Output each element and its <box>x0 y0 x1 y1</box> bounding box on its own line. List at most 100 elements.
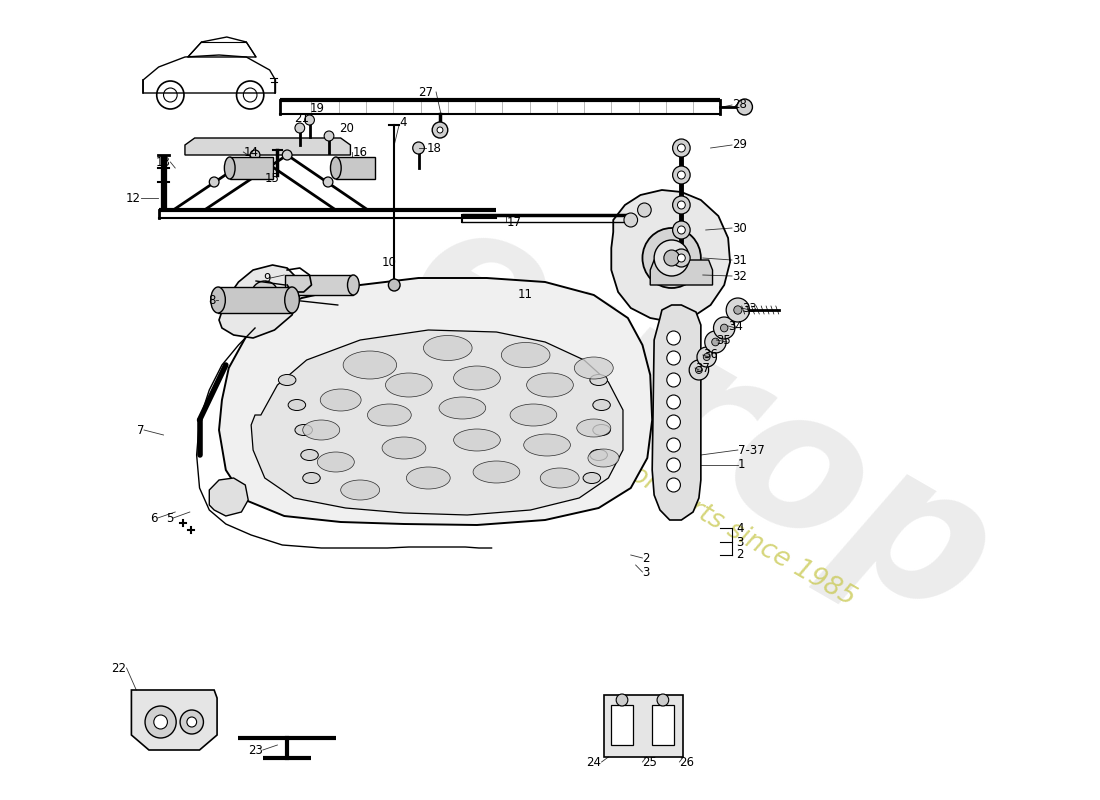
Text: 7: 7 <box>136 423 144 437</box>
Circle shape <box>250 150 260 160</box>
Text: 12: 12 <box>126 191 141 205</box>
Ellipse shape <box>502 342 550 367</box>
Circle shape <box>437 127 443 133</box>
Text: 37: 37 <box>695 362 710 374</box>
Polygon shape <box>185 138 351 155</box>
Ellipse shape <box>367 404 411 426</box>
Circle shape <box>712 338 719 346</box>
Ellipse shape <box>348 275 360 295</box>
Bar <box>230 157 273 179</box>
Ellipse shape <box>302 473 320 483</box>
Text: 4: 4 <box>399 115 407 129</box>
Text: 24: 24 <box>586 755 602 769</box>
Text: 31: 31 <box>732 254 747 266</box>
Circle shape <box>726 298 749 322</box>
Circle shape <box>697 347 716 367</box>
Circle shape <box>667 438 681 452</box>
Ellipse shape <box>385 373 432 397</box>
Circle shape <box>654 240 690 276</box>
Text: 33: 33 <box>741 302 757 314</box>
Ellipse shape <box>590 374 607 386</box>
Ellipse shape <box>524 434 571 456</box>
Bar <box>285 275 353 295</box>
Circle shape <box>672 249 690 267</box>
Circle shape <box>258 289 271 301</box>
Ellipse shape <box>382 437 426 459</box>
Circle shape <box>388 279 400 291</box>
Bar <box>612 705 632 745</box>
Text: 17: 17 <box>506 215 521 229</box>
Text: 11: 11 <box>518 289 532 302</box>
Ellipse shape <box>300 450 318 461</box>
Text: 18: 18 <box>427 142 441 154</box>
Circle shape <box>323 177 333 187</box>
Circle shape <box>678 171 685 179</box>
Polygon shape <box>612 190 730 322</box>
Text: 1: 1 <box>738 458 746 471</box>
Circle shape <box>667 458 681 472</box>
Text: 21: 21 <box>294 111 309 125</box>
Polygon shape <box>131 690 217 750</box>
Ellipse shape <box>285 287 299 313</box>
Text: 2: 2 <box>736 549 744 562</box>
Text: 28: 28 <box>732 98 747 111</box>
Circle shape <box>657 694 669 706</box>
Polygon shape <box>219 278 652 525</box>
Ellipse shape <box>453 429 500 451</box>
Circle shape <box>672 139 690 157</box>
Ellipse shape <box>302 420 340 440</box>
Bar <box>336 157 375 179</box>
Circle shape <box>667 478 681 492</box>
Circle shape <box>667 331 681 345</box>
Ellipse shape <box>590 450 607 461</box>
Polygon shape <box>251 330 623 515</box>
Text: 13: 13 <box>155 155 170 169</box>
Circle shape <box>432 122 448 138</box>
Text: 27: 27 <box>418 86 433 98</box>
Ellipse shape <box>320 389 361 411</box>
Ellipse shape <box>574 357 613 379</box>
Circle shape <box>678 144 685 152</box>
Circle shape <box>737 99 752 115</box>
Circle shape <box>695 366 702 374</box>
Ellipse shape <box>317 452 354 472</box>
Ellipse shape <box>576 419 610 437</box>
Circle shape <box>672 196 690 214</box>
Circle shape <box>642 228 701 288</box>
Text: 3: 3 <box>642 566 650 578</box>
Text: europ: europ <box>377 179 1024 661</box>
Ellipse shape <box>288 399 306 410</box>
Circle shape <box>664 250 680 266</box>
Text: 25: 25 <box>642 755 658 769</box>
Ellipse shape <box>439 397 486 419</box>
Text: 22: 22 <box>111 662 126 674</box>
Ellipse shape <box>583 473 601 483</box>
Text: 4: 4 <box>736 522 744 534</box>
Text: 32: 32 <box>732 270 747 282</box>
Circle shape <box>672 166 690 184</box>
Ellipse shape <box>540 468 580 488</box>
Text: 26: 26 <box>680 755 694 769</box>
Bar <box>652 705 673 745</box>
Polygon shape <box>652 305 701 520</box>
Circle shape <box>616 694 628 706</box>
Circle shape <box>154 715 167 729</box>
Circle shape <box>705 331 726 353</box>
Circle shape <box>720 324 728 332</box>
Ellipse shape <box>330 157 341 179</box>
Circle shape <box>180 710 204 734</box>
Ellipse shape <box>341 480 380 500</box>
Text: 16: 16 <box>352 146 367 158</box>
Circle shape <box>678 201 685 209</box>
Polygon shape <box>209 478 249 516</box>
Text: 20: 20 <box>339 122 353 134</box>
Ellipse shape <box>343 351 397 379</box>
Polygon shape <box>219 265 300 338</box>
Circle shape <box>187 717 197 727</box>
Circle shape <box>638 203 651 217</box>
Circle shape <box>324 131 334 141</box>
Text: 15: 15 <box>265 171 279 185</box>
Ellipse shape <box>424 335 472 361</box>
Ellipse shape <box>406 467 450 489</box>
Ellipse shape <box>453 366 500 390</box>
